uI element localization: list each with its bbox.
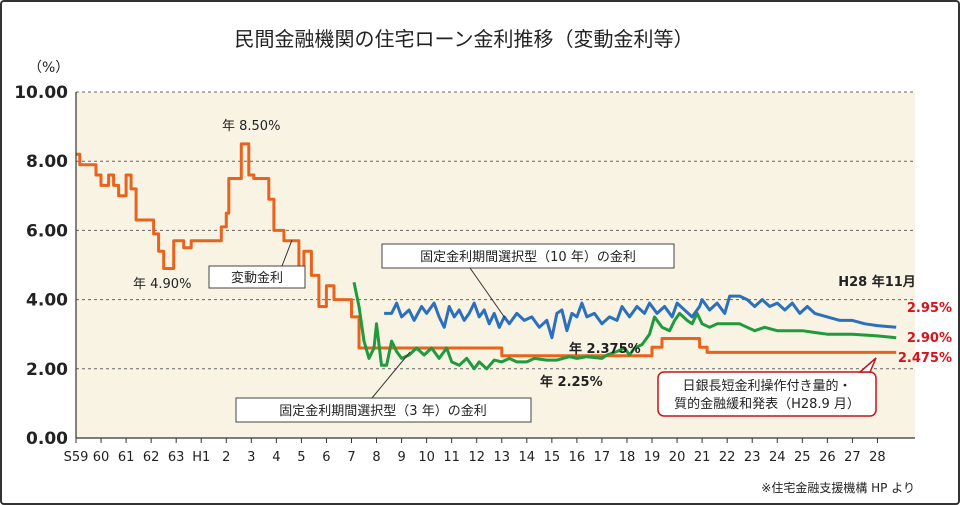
float-label: 変動金利 <box>231 270 283 286</box>
fixed10-leader-line <box>469 267 506 319</box>
source-note: ※住宅金融支援機構 HP より <box>761 480 915 495</box>
y-tick-label: 6.00 <box>26 221 68 241</box>
fixed10-label-box <box>381 243 675 269</box>
fixed3-label: 固定金利期間選択型（3 年）の金利 <box>279 403 486 419</box>
x-tick-label: 17 <box>594 450 611 465</box>
boj-callout-box <box>657 371 877 417</box>
x-tick-label: 19 <box>644 450 661 465</box>
x-tick-label: S59 <box>64 450 89 465</box>
y-tick-labels: 0.00 2.00 4.00 6.00 8.00 10.00 <box>14 83 68 449</box>
fixed3-label-box <box>235 397 532 423</box>
x-tick-label: 8 <box>372 450 380 465</box>
x-tick-label: 15 <box>544 450 561 465</box>
x-tick-label: 28 <box>869 450 886 465</box>
boj-callout-line2: 質的金融緩和発表（H28.9 月） <box>674 396 860 412</box>
x-tick-label: 14 <box>519 450 536 465</box>
float-leader-line <box>281 239 293 267</box>
x-tick-label: 26 <box>819 450 836 465</box>
float-label-box <box>208 265 306 289</box>
x-tick-label: 60 <box>93 450 110 465</box>
x-tick-label: 7 <box>347 450 355 465</box>
x-tick-labels: S59 60 61 62 63 H1 2 3 4 5 6 7 8 9 10 11 12 13 14 15 16 17 18 1… <box>64 438 886 465</box>
series-line-2 <box>384 294 897 340</box>
x-tick-label: H1 <box>192 450 210 465</box>
val-225-label: 年 2.25% <box>540 374 603 390</box>
x-tick-label: 12 <box>468 450 485 465</box>
x-tick-label: 2 <box>222 450 230 465</box>
fixed3-leader-line <box>371 351 411 399</box>
end-value-295: 2.95% <box>907 301 952 316</box>
x-tick-label: 3 <box>247 450 255 465</box>
x-tick-label: 25 <box>794 450 811 465</box>
end-value-290: 2.90% <box>907 331 952 346</box>
x-tick-label: 13 <box>493 450 510 465</box>
x-tick-label: 20 <box>669 450 686 465</box>
x-tick-label: 16 <box>569 450 586 465</box>
y-tick-label: 4.00 <box>26 291 68 311</box>
end-value-2475: 2.475% <box>898 351 952 366</box>
y-axis-unit: （%） <box>28 60 69 76</box>
date-label: H28 年11月 <box>838 274 916 290</box>
x-tick-label: 24 <box>769 450 786 465</box>
x-tick-label: 18 <box>619 450 636 465</box>
x-tick-label: 10 <box>418 450 435 465</box>
x-tick-label: 11 <box>443 450 460 465</box>
x-tick-label: 6 <box>322 450 330 465</box>
x-tick-label: 62 <box>143 450 160 465</box>
boj-callout-line1: 日銀長短金利操作付き量的・ <box>682 378 851 394</box>
x-tick-label: 4 <box>272 450 280 465</box>
x-tick-label: 27 <box>844 450 861 465</box>
peak-label: 年 8.50% <box>222 119 280 134</box>
low-label: 年 4.90% <box>133 277 191 292</box>
boj-callout-pointer <box>858 357 877 373</box>
grid-lines <box>76 91 915 370</box>
chart-title: 民間金融機関の住宅ローン金利推移（変動金利等） <box>235 27 694 51</box>
fixed10-label: 固定金利期間選択型（10 年）の金利 <box>420 249 636 265</box>
y-tick-label: 8.00 <box>26 152 68 172</box>
series-line-0 <box>76 142 897 358</box>
x-tick-label: 63 <box>168 450 185 465</box>
x-tick-label: 22 <box>719 450 736 465</box>
y-tick-label: 2.00 <box>26 360 68 380</box>
y-tick-label: 10.00 <box>14 83 68 103</box>
x-tick-label: 5 <box>297 450 305 465</box>
val-2375-label: 年 2.375% <box>569 341 641 357</box>
x-tick-label: 21 <box>694 450 711 465</box>
x-tick-label: 23 <box>744 450 761 465</box>
y-tick-label: 0.00 <box>26 429 68 449</box>
x-tick-label: 9 <box>397 450 405 465</box>
x-tick-label: 61 <box>118 450 135 465</box>
